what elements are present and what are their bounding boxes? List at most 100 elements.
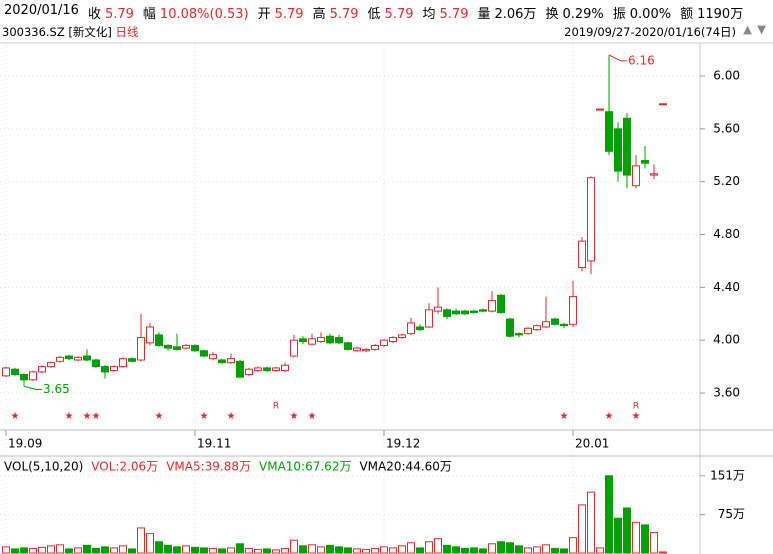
volume-bar xyxy=(83,544,91,554)
event-marker: ★ xyxy=(155,411,164,422)
candle-body xyxy=(29,371,37,381)
volume-bar xyxy=(101,546,109,554)
volume-bar xyxy=(587,491,595,554)
volume-bar xyxy=(281,547,289,554)
volume-bar xyxy=(641,524,649,554)
field-value: 0.29% xyxy=(562,7,604,22)
volume-bar xyxy=(623,507,631,554)
symbol-row: 300336.SZ [新文化] 日线 2019/09/27-2020/01/16… xyxy=(2,22,770,40)
period[interactable]: 日线 xyxy=(115,25,139,39)
volume-bar xyxy=(443,544,451,554)
x-tick-label: 20.01 xyxy=(575,437,609,451)
volume-bar xyxy=(128,548,136,554)
y-tick-label: 4.40 xyxy=(713,280,740,294)
field-value: 5.79 xyxy=(329,7,359,22)
event-marker: ★ xyxy=(65,411,74,422)
candle-body xyxy=(11,368,19,376)
volume-bar xyxy=(371,547,379,554)
candle-body xyxy=(380,339,388,346)
candle-body xyxy=(353,347,361,352)
y-tick-label: 6.00 xyxy=(713,69,740,83)
volume-bar xyxy=(47,545,55,554)
volume-bar xyxy=(92,547,100,554)
candle-body xyxy=(560,323,568,327)
volume-bar xyxy=(416,547,424,554)
x-tick-label: 19.11 xyxy=(197,437,231,451)
volume-bar xyxy=(488,543,496,554)
volume-bar xyxy=(569,537,577,554)
legend-item: VOL:2.06万 xyxy=(91,460,158,474)
volume-bar xyxy=(29,547,37,554)
candle-body xyxy=(119,358,127,368)
candle-body xyxy=(461,310,469,315)
legend-item: VOL(5,10,20) xyxy=(4,460,83,474)
quote-field: 幅 10.08%(0.53) xyxy=(143,3,249,22)
candle-body xyxy=(452,310,460,315)
volume-bar xyxy=(425,541,433,554)
volume-bar xyxy=(605,475,613,554)
quote-field: 换 0.29% xyxy=(545,3,603,22)
candle-body xyxy=(650,173,658,176)
quote-header: 2020/01/16 收 5.79 幅 10.08%(0.53) 开 5.79 高 5.79 低… xyxy=(4,3,743,22)
field-label: 均 xyxy=(422,7,436,22)
field-value: 2.06万 xyxy=(494,7,537,22)
volume-bar xyxy=(326,544,334,554)
volume-bar xyxy=(11,548,19,554)
event-marker: ★ xyxy=(605,411,614,422)
annotation-arrow xyxy=(23,385,42,390)
y-tick-label: 5.60 xyxy=(713,121,740,135)
collapse-icon[interactable]: ▲ xyxy=(743,22,752,36)
event-marker: ★ xyxy=(92,411,101,422)
candle-body xyxy=(308,338,316,345)
candle-body xyxy=(443,309,451,317)
field-label: 收 xyxy=(87,7,101,22)
dropdown-icon[interactable]: ▼ xyxy=(757,22,766,36)
candle-body xyxy=(290,339,298,357)
candle-body xyxy=(659,103,667,106)
volume-bar xyxy=(659,551,667,554)
field-value: 0.00% xyxy=(629,7,672,22)
legend-item: VMA20:44.60万 xyxy=(359,460,451,474)
volume-bar xyxy=(20,547,28,554)
candle-body xyxy=(641,160,649,164)
y-tick-label: 4.80 xyxy=(713,227,740,241)
candle-body xyxy=(398,334,406,339)
candle-body xyxy=(506,318,514,337)
volume-bar xyxy=(146,533,154,554)
legend-item: VMA10:67.62万 xyxy=(259,460,351,474)
volume-bar xyxy=(227,547,235,554)
candle-body xyxy=(218,359,226,364)
legend-item: VMA5:39.88万 xyxy=(166,460,251,474)
candle-body xyxy=(632,165,640,187)
volume-bar xyxy=(2,546,10,554)
candle-body xyxy=(245,368,253,376)
volume-bar xyxy=(272,549,280,554)
field-label: 换 xyxy=(545,7,559,22)
x-tick-label: 19.09 xyxy=(8,437,42,451)
event-marker: ★ xyxy=(227,411,236,422)
volume-bar xyxy=(335,546,343,554)
candle-body xyxy=(551,318,559,325)
candle-body xyxy=(272,367,280,372)
volume-bar xyxy=(299,545,307,554)
volume-bar xyxy=(506,542,514,554)
candle-body xyxy=(101,366,109,373)
volume-bar xyxy=(263,548,271,554)
range: 2019/09/27-2020/01/16(74日) xyxy=(564,25,736,39)
volume-bar xyxy=(470,547,478,554)
volume-bar xyxy=(308,544,316,554)
volume-bar xyxy=(65,548,73,554)
candle-body xyxy=(2,367,10,377)
candle-body xyxy=(524,327,532,335)
code: 300336.SZ xyxy=(2,25,65,39)
field-value: 5.79 xyxy=(104,7,134,22)
candle-body xyxy=(128,358,136,362)
y-tick-label: 5.20 xyxy=(713,174,740,188)
volume-bar xyxy=(74,547,82,554)
candle-body xyxy=(236,360,244,378)
event-marker: R xyxy=(633,402,639,412)
candle-body xyxy=(38,366,46,373)
date: 2020/01/16 xyxy=(4,3,79,18)
candle-body xyxy=(623,117,631,176)
